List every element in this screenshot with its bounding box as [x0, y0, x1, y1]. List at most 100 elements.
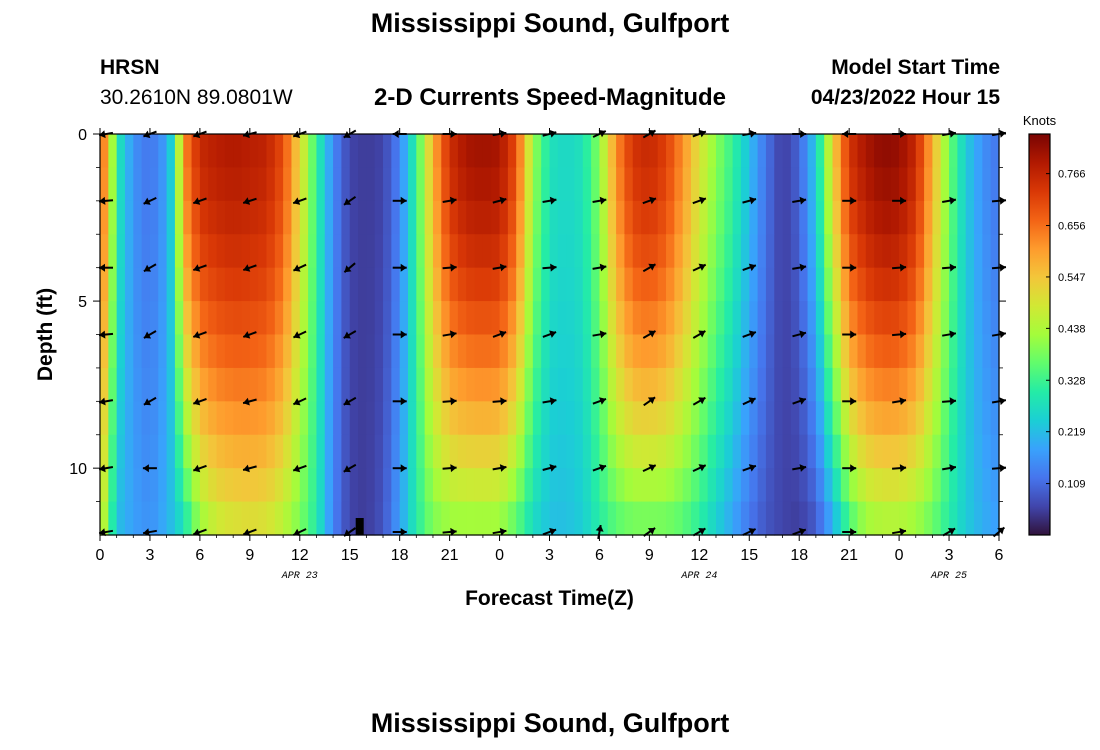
vector-head: [648, 464, 656, 472]
vector-head: [450, 263, 457, 272]
colorbar-tick-label: 0.766: [1058, 169, 1086, 181]
heatmap-cell: [591, 468, 601, 503]
heatmap-cell: [657, 301, 667, 336]
x-tick-label: 15: [740, 547, 758, 564]
heatmap-cell: [549, 301, 559, 336]
heatmap-cell: [183, 501, 193, 536]
heatmap-cell: [449, 301, 459, 336]
vector-head: [243, 197, 251, 205]
heatmap-cell: [582, 200, 592, 235]
heatmap-cell: [882, 367, 892, 402]
heatmap-cell: [208, 200, 218, 235]
heatmap-cell: [316, 301, 326, 336]
chart-subtitle: 2-D Currents Speed-Magnitude: [373, 84, 727, 111]
heatmap-cell: [407, 434, 417, 469]
heatmap-cell: [341, 434, 351, 469]
heatmap-cell: [582, 134, 592, 169]
heatmap-cell: [815, 200, 825, 235]
heatmap-cell: [924, 200, 933, 235]
heatmap-cell: [432, 267, 442, 302]
heatmap-cell: [874, 367, 884, 402]
heatmap-cell: [674, 134, 684, 169]
heatmap-cell: [807, 200, 817, 235]
current-vector-arrow: [592, 464, 607, 472]
heatmap-cell: [166, 234, 176, 269]
current-vector-arrow: [442, 330, 457, 339]
heatmap-cell: [441, 434, 451, 469]
heatmap-cell: [940, 434, 950, 469]
heatmap-cell: [807, 234, 817, 269]
heatmap-cell: [482, 267, 492, 302]
heatmap-cell: [266, 267, 276, 302]
vector-head: [799, 263, 807, 272]
heatmap-cell: [299, 301, 309, 336]
heatmap-cell: [774, 401, 784, 436]
heatmap-cell: [574, 468, 584, 503]
heatmap-cell: [383, 301, 392, 336]
heatmap-cell: [432, 434, 442, 469]
heatmap-cell: [233, 334, 243, 369]
vector-head: [899, 464, 907, 473]
heatmap-cell: [216, 267, 226, 302]
heatmap-cell: [765, 334, 775, 369]
heatmap-cell: [158, 167, 168, 202]
heatmap-cell: [890, 434, 900, 469]
heatmap-cell: [532, 501, 542, 536]
heatmap-cell: [324, 167, 334, 202]
heatmap-cell: [574, 267, 584, 302]
heatmap-cell: [308, 301, 318, 336]
heatmap-cell: [441, 468, 451, 503]
heatmap-cell: [724, 334, 734, 369]
heatmap-cell: [699, 267, 709, 302]
heatmap-cell: [499, 468, 509, 503]
heatmap-cell: [349, 301, 359, 336]
heatmap-cell: [141, 167, 151, 202]
heatmap-cell: [582, 367, 592, 402]
heatmap-cell: [216, 468, 226, 503]
heatmap-cell: [366, 200, 376, 235]
heatmap-cell: [100, 367, 109, 402]
current-vector-arrow: [442, 263, 457, 272]
heatmap-cell: [674, 434, 684, 469]
heatmap-cell: [291, 468, 301, 503]
heatmap-cell: [707, 401, 717, 436]
heatmap-cell: [974, 501, 983, 536]
heatmap-cell: [532, 334, 542, 369]
heatmap-cell: [233, 234, 243, 269]
heatmap-cell: [249, 501, 259, 536]
heatmap-cell: [457, 334, 467, 369]
heatmap-cell: [258, 434, 268, 469]
heatmap-cell: [516, 234, 526, 269]
current-vector-arrow: [242, 197, 257, 205]
heatmap-cell: [366, 134, 376, 169]
current-vector-arrow: [192, 528, 207, 537]
vector-head: [243, 264, 251, 272]
heatmap-cell: [715, 200, 725, 235]
heatmap-cell: [582, 401, 592, 436]
heatmap-cell: [624, 367, 634, 402]
current-vector-arrow: [542, 263, 557, 272]
heatmap-cell: [882, 434, 892, 469]
heatmap-cell: [407, 301, 417, 336]
heatmap-cell: [541, 234, 551, 269]
heatmap-cell: [432, 501, 442, 536]
heatmap-cell: [507, 301, 517, 336]
heatmap-cell: [124, 501, 134, 536]
heatmap-cell: [990, 167, 1000, 202]
heatmap-cell: [416, 434, 426, 469]
heatmap-cell: [124, 367, 134, 402]
heatmap-cell: [149, 367, 159, 402]
heatmap-cell: [532, 134, 542, 169]
heatmap-cell: [657, 267, 667, 302]
heatmap-cell: [599, 167, 609, 202]
heatmap-cell: [158, 334, 168, 369]
heatmap-cell: [616, 134, 626, 169]
heatmap-cell: [724, 134, 734, 169]
heatmap-cell: [133, 334, 143, 369]
heatmap-cell: [308, 434, 318, 469]
heatmap-cell: [449, 134, 459, 169]
heatmap-cell: [824, 200, 834, 235]
heatmap-cell: [516, 167, 526, 202]
current-vector-arrow: [392, 263, 407, 272]
